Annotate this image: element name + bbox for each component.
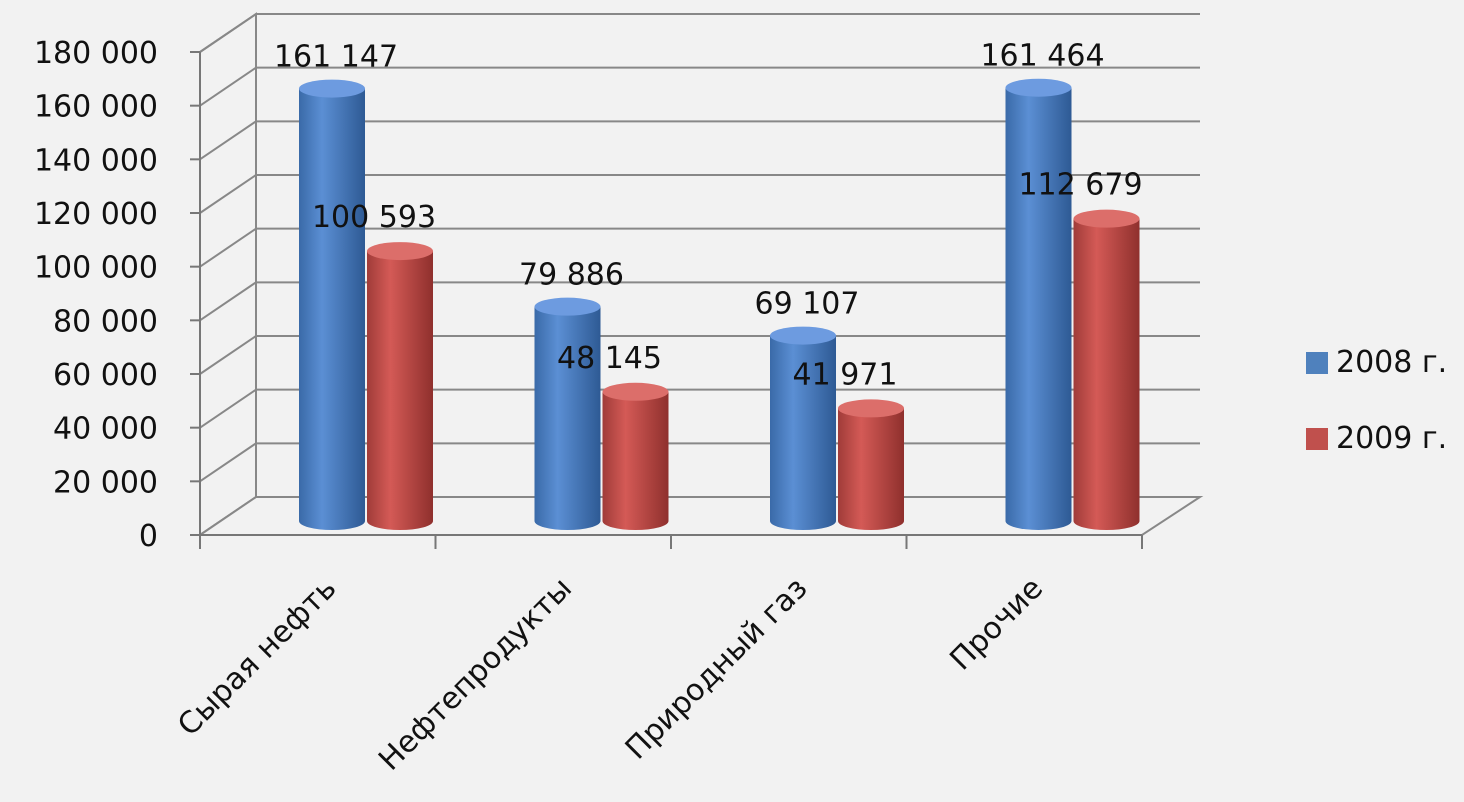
category-label: Природный газ [619, 571, 815, 767]
data-label: 161 464 [980, 39, 1104, 74]
bar-body [1005, 87, 1072, 530]
bar-top [367, 242, 433, 261]
gridline [199, 13, 1200, 53]
y-tick-label: 140 000 [34, 143, 158, 178]
gridline [199, 335, 1200, 375]
bar-series2-0 [367, 242, 433, 531]
axes [190, 51, 1143, 549]
bar-top [838, 399, 904, 418]
y-tick-label: 20 000 [53, 465, 158, 500]
legend-label: 2009 г. [1336, 421, 1447, 456]
bar-series1-2 [770, 326, 836, 530]
bar-series2-2 [838, 399, 904, 530]
y-tick-label: 60 000 [53, 358, 158, 393]
y-tick-labels: 0 20 000 40 000 60 000 80 000 100 000 120 000 1… [34, 36, 158, 554]
chart-walls [199, 12, 257, 537]
data-label: 100 593 [312, 200, 436, 235]
data-label: 161 147 [274, 40, 398, 75]
y-tick-label: 0 [139, 519, 158, 554]
gridline [199, 227, 1200, 268]
gridline [199, 120, 1200, 161]
data-label: 48 145 [557, 341, 662, 376]
bar-top [299, 79, 365, 98]
category-label: Прочие [943, 571, 1050, 678]
bar-body [367, 251, 433, 531]
bar-body [602, 391, 669, 530]
y-tick-label: 80 000 [53, 304, 158, 339]
bar-series2-1 [602, 382, 669, 530]
data-label: 69 107 [755, 287, 860, 322]
legend-swatch [1306, 428, 1328, 450]
data-labels: 161 147 100 593 79 886 48 145 69 107 41 971 16… [274, 39, 1143, 393]
bar-body [1073, 218, 1140, 530]
bar-top [534, 297, 601, 316]
legend-item: 2009 г. [1306, 421, 1447, 456]
category-label: Нефтепродукты [372, 571, 579, 778]
legend-label: 2008 г. [1336, 345, 1447, 380]
bar-body [770, 335, 836, 530]
data-label: 41 971 [793, 357, 898, 392]
bar-body [534, 306, 601, 530]
y-tick-label: 180 000 [34, 36, 158, 71]
data-label: 112 679 [1018, 168, 1142, 203]
gridline [199, 281, 1200, 322]
legend: 2008 г. 2009 г. [1306, 345, 1447, 456]
bar-top [602, 382, 669, 401]
y-tick-label: 160 000 [34, 90, 158, 125]
legend-item: 2008 г. [1306, 345, 1447, 380]
bar-series1-0 [299, 79, 365, 531]
gridline [199, 66, 1200, 107]
y-tick-label: 120 000 [34, 197, 158, 232]
bar-body [299, 88, 365, 531]
bars [299, 78, 1140, 531]
gridline [199, 174, 1200, 214]
side-wall [199, 12, 257, 537]
gridline [199, 388, 1200, 429]
bar-top [770, 326, 836, 345]
bar-top [1005, 78, 1072, 97]
data-label: 79 886 [519, 258, 624, 293]
bar-series2-3 [1073, 209, 1140, 530]
bar-series1-1 [534, 297, 601, 530]
y-tick-label: 40 000 [53, 412, 158, 447]
legend-swatch [1306, 352, 1328, 374]
category-labels: Сырая нефть Нефтепродукты Природный газ Про… [171, 571, 1050, 778]
bar-body [838, 408, 904, 530]
y-tick-label: 100 000 [34, 251, 158, 286]
bar-top [1073, 209, 1140, 228]
category-label: Сырая нефть [171, 571, 343, 743]
bar-series1-3 [1005, 78, 1072, 530]
gridlines [196, 13, 1204, 536]
